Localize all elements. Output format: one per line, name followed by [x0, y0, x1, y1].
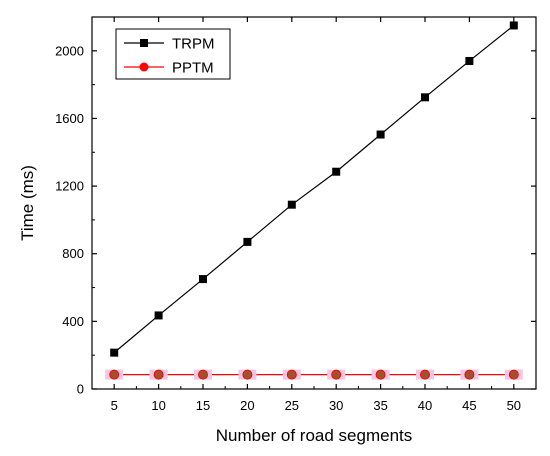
data-point [199, 275, 207, 284]
x-tick-label: 20 [240, 398, 254, 413]
data-point [198, 369, 208, 380]
y-tick-label: 800 [62, 246, 84, 261]
x-axis-title: Number of road segments [216, 426, 413, 445]
data-point [154, 311, 163, 320]
x-tick-label: 45 [462, 398, 476, 413]
data-point [331, 369, 342, 380]
y-tick-label: 1200 [55, 179, 84, 194]
data-point [286, 369, 297, 380]
axis-ticks: 5 10 15 20 25 30 35 40 45 50 0 400 800 1200 1600 2000 [55, 17, 536, 413]
data-point [508, 369, 519, 380]
y-tick-label: 2000 [55, 43, 84, 58]
data-point [420, 369, 430, 380]
data-point [421, 93, 429, 102]
y-tick-label: 1600 [55, 111, 84, 126]
data-point [109, 369, 120, 380]
data-point [332, 167, 341, 176]
series-line-trpm [113, 24, 515, 354]
data-point [153, 369, 164, 380]
x-tick-label: 35 [373, 398, 387, 413]
legend-box [115, 28, 231, 80]
data-point [464, 369, 475, 380]
x-tick-label: 30 [329, 398, 343, 413]
series-layer [105, 21, 523, 380]
x-tick-label: 25 [285, 398, 299, 413]
legend: TRPM PPTM [115, 28, 231, 80]
x-tick-label: 50 [507, 398, 521, 413]
x-tick-label: 40 [418, 398, 432, 413]
legend-marker-pptm [139, 62, 149, 72]
data-point [287, 200, 296, 209]
data-point [465, 56, 474, 65]
y-tick-label: 0 [77, 382, 84, 397]
x-tick-label: 5 [111, 398, 118, 413]
data-point [509, 21, 518, 30]
data-point [376, 130, 385, 139]
x-tick-label: 10 [151, 398, 165, 413]
x-tick-label: 15 [196, 398, 210, 413]
legend-marker-trpm [140, 39, 148, 47]
y-tick-label: 400 [62, 314, 84, 329]
data-point [375, 369, 386, 380]
data-point [110, 348, 119, 357]
data-point [243, 237, 252, 246]
legend-label-pptm: PPTM [172, 60, 214, 77]
y-axis-title: Time (ms) [18, 165, 37, 241]
data-point [242, 369, 253, 380]
legend-label-trpm: TRPM [172, 36, 215, 53]
